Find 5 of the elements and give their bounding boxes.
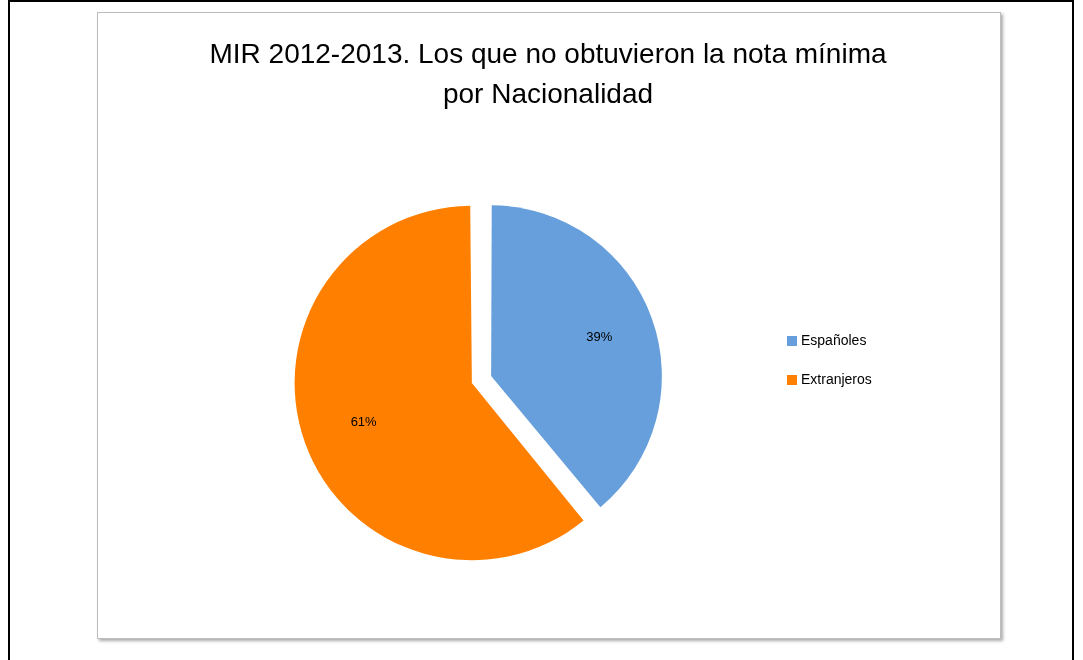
legend-label: Españoles: [801, 331, 867, 348]
data-label: 39%: [586, 328, 613, 344]
legend-label: Extranjeros: [801, 370, 872, 387]
data-label: 61%: [350, 413, 378, 429]
chart-title: MIR 2012-2013. Los que no obtuvieron la nota mínima por Nacionalidad: [209, 37, 887, 109]
